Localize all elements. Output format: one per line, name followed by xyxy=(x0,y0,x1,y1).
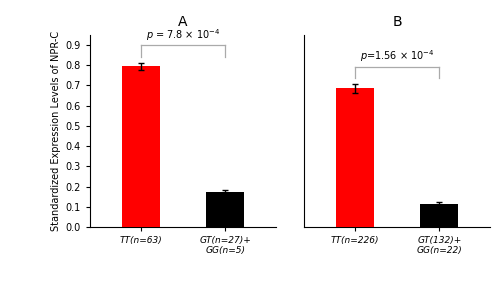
Bar xyxy=(122,66,160,227)
Text: B: B xyxy=(392,15,402,29)
Y-axis label: Standardized Expression Levels of NPR-C: Standardized Expression Levels of NPR-C xyxy=(52,31,62,231)
Bar xyxy=(420,204,459,227)
Bar xyxy=(336,88,374,227)
Bar xyxy=(206,191,244,227)
Text: A: A xyxy=(178,15,188,29)
Text: $\mathit{p}$=1.56 $\times$ 10$^{-4}$: $\mathit{p}$=1.56 $\times$ 10$^{-4}$ xyxy=(360,49,434,64)
Text: $\mathit{p}$ = 7.8 $\times$ 10$^{-4}$: $\mathit{p}$ = 7.8 $\times$ 10$^{-4}$ xyxy=(146,27,220,43)
